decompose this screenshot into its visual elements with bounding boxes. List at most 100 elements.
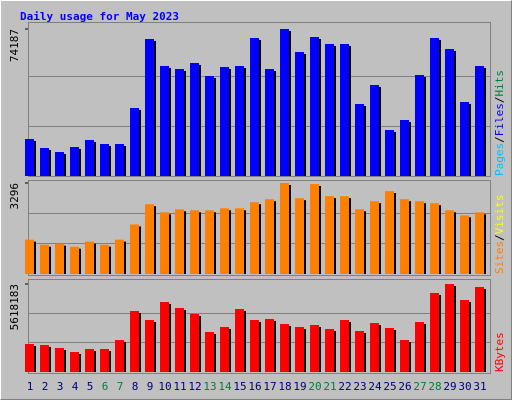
x-tick-label: 8 bbox=[132, 380, 139, 393]
bar bbox=[325, 196, 334, 274]
bar bbox=[475, 286, 484, 372]
x-tick-label: 10 bbox=[158, 380, 171, 393]
bar bbox=[235, 309, 244, 372]
bar bbox=[370, 323, 379, 372]
bar bbox=[340, 43, 349, 177]
bar bbox=[400, 120, 409, 176]
bar bbox=[100, 348, 109, 372]
bar bbox=[265, 69, 274, 176]
bar bbox=[100, 143, 109, 176]
bar bbox=[310, 325, 319, 372]
x-tick-label: 19 bbox=[293, 380, 306, 393]
x-tick-label: 13 bbox=[203, 380, 216, 393]
bar bbox=[145, 320, 154, 372]
legend-entry: Pages bbox=[493, 143, 506, 176]
bar bbox=[85, 139, 94, 176]
bar bbox=[355, 330, 364, 372]
x-tick-label: 4 bbox=[72, 380, 79, 393]
bar bbox=[85, 348, 94, 372]
bar bbox=[220, 208, 229, 274]
legend-entry: / bbox=[493, 136, 506, 143]
x-tick-label: 7 bbox=[117, 380, 124, 393]
y-tick-label: 5618183 bbox=[8, 284, 21, 330]
bar bbox=[190, 313, 199, 372]
bar bbox=[310, 183, 319, 274]
bar bbox=[25, 344, 34, 372]
x-tick-label: 2 bbox=[42, 380, 49, 393]
chart-title: Daily usage for May 2023 bbox=[20, 10, 179, 23]
bar bbox=[295, 51, 304, 176]
panel-frame bbox=[28, 22, 491, 177]
bar bbox=[280, 183, 289, 274]
bar bbox=[40, 344, 49, 372]
x-tick-label: 9 bbox=[147, 380, 154, 393]
bar bbox=[145, 204, 154, 274]
bar bbox=[85, 241, 94, 274]
bar bbox=[340, 320, 349, 372]
bar bbox=[385, 327, 394, 372]
bar bbox=[475, 212, 484, 274]
x-tick-label: 5 bbox=[87, 380, 94, 393]
x-tick-label: 1 bbox=[27, 380, 34, 393]
bar bbox=[70, 146, 79, 176]
bar bbox=[70, 351, 79, 372]
x-tick-label: 29 bbox=[443, 380, 456, 393]
bar bbox=[160, 65, 169, 176]
bar bbox=[190, 62, 199, 176]
bar bbox=[190, 210, 199, 274]
legend: KBytes bbox=[493, 332, 506, 372]
bar bbox=[205, 210, 214, 274]
panel-frame bbox=[28, 180, 491, 276]
bar bbox=[175, 209, 184, 274]
bar bbox=[100, 244, 109, 274]
bar bbox=[295, 198, 304, 274]
bar bbox=[250, 37, 259, 176]
x-tick-label: 21 bbox=[323, 380, 336, 393]
bar bbox=[235, 65, 244, 176]
bar bbox=[415, 201, 424, 274]
x-tick-label: 25 bbox=[383, 380, 396, 393]
bar bbox=[430, 37, 439, 176]
bar bbox=[325, 329, 334, 372]
x-tick-label: 17 bbox=[263, 380, 276, 393]
y-tick-label: 74187 bbox=[8, 29, 21, 62]
x-tick-label: 30 bbox=[458, 380, 471, 393]
legend-entry: / bbox=[493, 97, 506, 104]
bar bbox=[55, 243, 64, 274]
bar bbox=[460, 215, 469, 274]
bar bbox=[310, 36, 319, 176]
bar bbox=[175, 69, 184, 176]
bar bbox=[160, 212, 169, 274]
x-tick-label: 11 bbox=[173, 380, 186, 393]
bar bbox=[460, 101, 469, 176]
bar bbox=[130, 311, 139, 372]
x-tick-label: 27 bbox=[413, 380, 426, 393]
bar bbox=[205, 75, 214, 176]
legend-entry: Visits bbox=[493, 195, 506, 235]
bar bbox=[130, 107, 139, 176]
bar bbox=[325, 43, 334, 177]
bar bbox=[445, 284, 454, 372]
bar bbox=[40, 244, 49, 274]
x-tick-label: 22 bbox=[338, 380, 351, 393]
bar bbox=[115, 239, 124, 274]
bar bbox=[25, 139, 34, 176]
legend: Sites/Visits bbox=[493, 195, 506, 275]
bar bbox=[475, 65, 484, 176]
panel-frame bbox=[28, 279, 491, 374]
legend-entry: Sites bbox=[493, 241, 506, 274]
legend: Pages/Files/Hits bbox=[493, 70, 506, 176]
x-tick-label: 16 bbox=[248, 380, 261, 393]
bar bbox=[355, 209, 364, 274]
legend-entry: Files bbox=[493, 103, 506, 136]
bar bbox=[205, 332, 214, 372]
bar bbox=[265, 318, 274, 372]
bar bbox=[250, 202, 259, 274]
x-tick-label: 23 bbox=[353, 380, 366, 393]
bar bbox=[385, 129, 394, 176]
bar bbox=[445, 48, 454, 176]
x-tick-label: 20 bbox=[308, 380, 321, 393]
x-tick-label: 18 bbox=[278, 380, 291, 393]
